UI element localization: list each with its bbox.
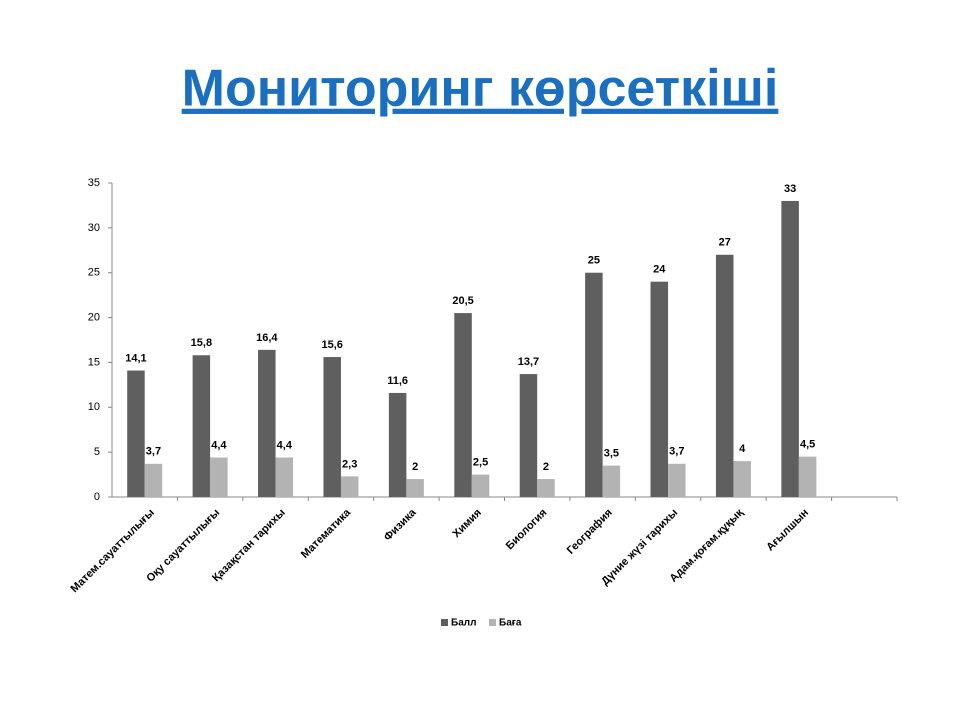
bar: [715, 254, 734, 497]
x-tick-label: Биология: [504, 507, 550, 553]
x-tick-label: Қазақстан тарихы: [210, 507, 288, 585]
bar: [258, 349, 276, 497]
value-label: 25: [588, 255, 600, 267]
y-tick-label: 0: [94, 491, 100, 503]
value-label: 15,8: [191, 337, 212, 349]
value-label: 16,4: [256, 332, 278, 344]
bar: [144, 463, 163, 497]
legend-label: Балл: [451, 618, 476, 629]
bar: [519, 374, 538, 497]
x-tick-label: Ағылшын: [764, 507, 811, 554]
y-tick-label: 5: [94, 446, 100, 458]
value-label: 3,7: [669, 446, 684, 458]
y-tick-label: 10: [88, 401, 100, 413]
value-label: 2,5: [473, 456, 488, 468]
bar: [340, 476, 359, 497]
value-label: 27: [719, 237, 731, 249]
y-tick-label: 15: [88, 356, 100, 368]
x-tick-label: Математика: [299, 506, 354, 561]
x-tick-label: Матем.сауаттылығы: [69, 507, 157, 595]
value-label: 2: [543, 461, 549, 473]
legend-swatch: [441, 619, 448, 626]
x-tick-label: Оқу сауаттылығы: [144, 507, 222, 585]
bar: [454, 313, 472, 497]
chart-title: Мониторинг көрсеткіші: [182, 60, 779, 118]
bar: [602, 465, 621, 497]
y-tick-label: 20: [88, 311, 100, 323]
bar: [650, 281, 669, 497]
bar: [406, 479, 424, 497]
value-label: 11,6: [387, 375, 408, 387]
legend-swatch: [489, 619, 496, 626]
value-label: 13,7: [518, 356, 539, 368]
x-tick-label: География: [565, 507, 615, 557]
bar: [275, 457, 294, 497]
value-label: 2,3: [342, 458, 357, 470]
legend-label: Баға: [499, 618, 522, 629]
bar: [733, 461, 751, 497]
bar: [781, 200, 799, 497]
x-tick-label: Химия: [450, 507, 484, 541]
value-label: 14,1: [125, 352, 146, 364]
value-label: 4: [739, 443, 746, 455]
bar: [537, 479, 555, 497]
y-tick-label: 25: [88, 267, 100, 279]
value-label: 4,5: [800, 439, 815, 451]
y-tick-label: 30: [88, 222, 100, 234]
bar: [127, 370, 145, 497]
bar: [388, 392, 407, 497]
bar: [471, 474, 490, 497]
bar: [210, 457, 228, 497]
bar: [585, 272, 603, 497]
x-tick-label: Адам.қоғам.құқық: [668, 506, 746, 584]
value-label: 2: [412, 461, 418, 473]
value-label: 15,6: [321, 339, 342, 351]
value-label: 33: [784, 183, 796, 195]
bar: [192, 355, 211, 497]
value-label: 4,4: [277, 439, 293, 451]
bar: [798, 456, 817, 497]
value-label: 4,4: [211, 439, 227, 451]
bar: [323, 357, 341, 497]
value-label: 24: [653, 264, 666, 276]
value-label: 3,7: [146, 446, 161, 458]
value-label: 3,5: [604, 448, 619, 460]
y-tick-label: 35: [88, 177, 100, 189]
value-label: 20,5: [452, 295, 473, 307]
x-tick-label: Физика: [382, 506, 419, 543]
bar: [668, 463, 686, 497]
